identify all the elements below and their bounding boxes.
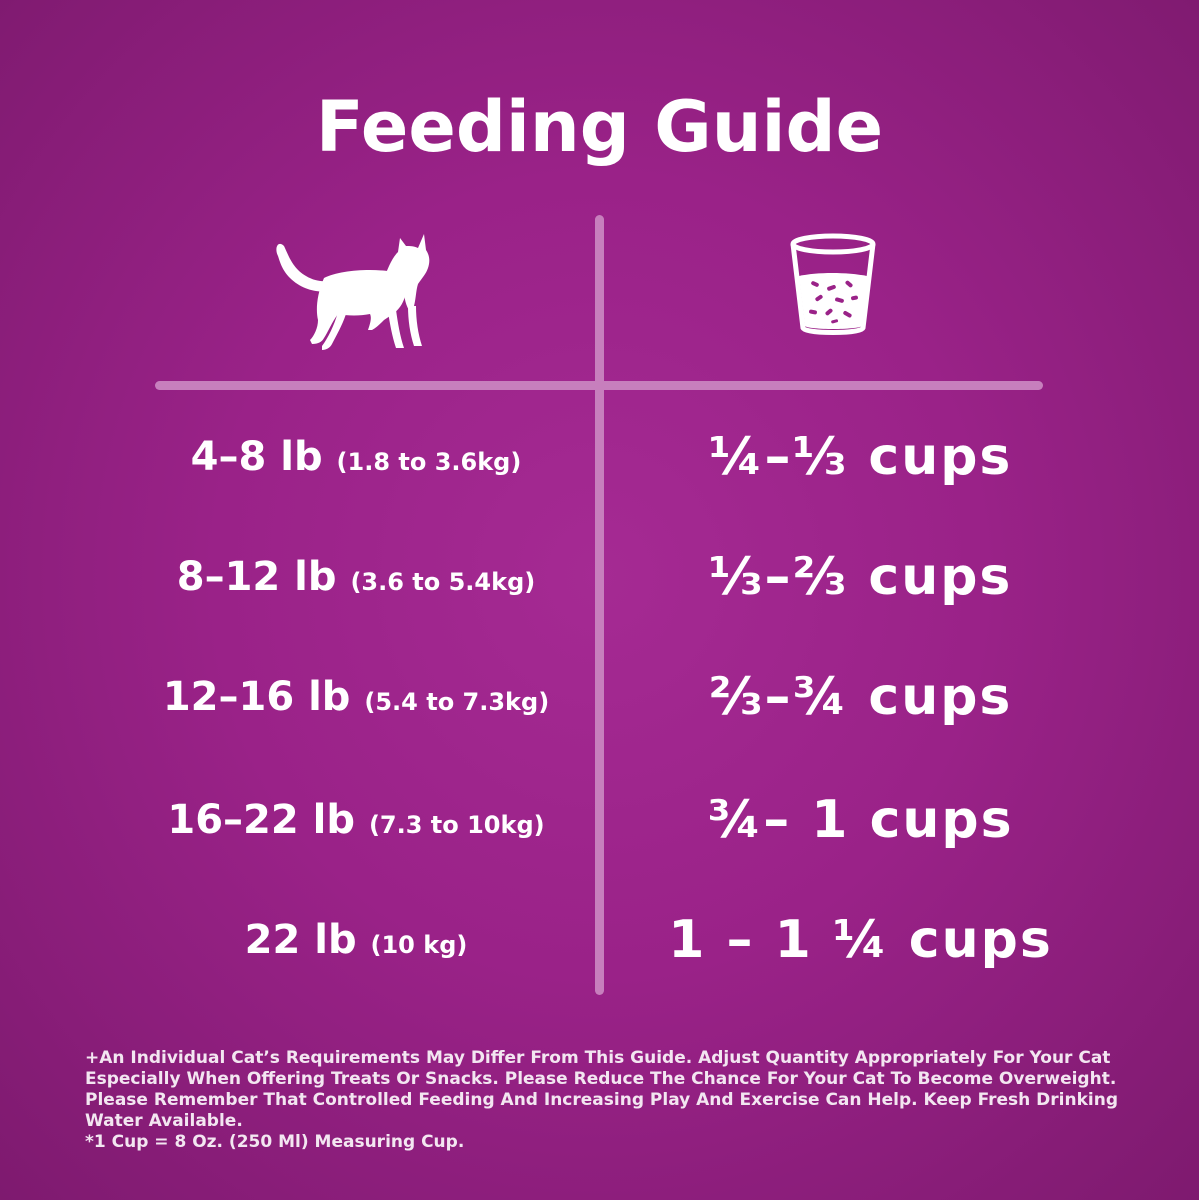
footnote: +An Individual Cat’s Requirements May Di… [85,1048,1135,1153]
amount-cell: ⅓–⅔ cups [708,547,1013,607]
amount-cell: 1 – 1 ¼ cups [668,910,1053,970]
weight-cell: 4–8 lb (1.8 to 3.6kg) [190,434,522,480]
table-row: 4–8 lb (1.8 to 3.6kg) ¼–⅓ cups [0,422,1199,492]
vertical-divider [595,215,604,995]
amount-cell: ¾– 1 cups [707,790,1014,850]
amount-cell: ⅔–¾ cups [708,667,1013,727]
footnote-disclaimer: +An Individual Cat’s Requirements May Di… [85,1048,1118,1131]
weight-cell: 12–16 lb (5.4 to 7.3kg) [162,674,550,720]
table-row: 12–16 lb (5.4 to 7.3kg) ⅔–¾ cups [0,662,1199,732]
amount-cell: ¼–⅓ cups [708,427,1013,487]
weight-cell: 22 lb (10 kg) [244,917,468,963]
table-row: 22 lb (10 kg) 1 – 1 ¼ cups [0,905,1199,975]
table-row: 8–12 lb (3.6 to 5.4kg) ⅓–⅔ cups [0,542,1199,612]
weight-cell: 16–22 lb (7.3 to 10kg) [167,797,545,843]
weight-cell: 8–12 lb (3.6 to 5.4kg) [176,554,536,600]
table-row: 16–22 lb (7.3 to 10kg) ¾– 1 cups [0,785,1199,855]
cat-icon [276,234,430,350]
measuring-cup-icon [790,233,876,335]
horizontal-divider [155,381,1043,390]
footnote-cup-definition: *1 Cup = 8 Oz. (250 Ml) Measuring Cup. [85,1132,465,1152]
page-title: Feeding Guide [315,86,884,168]
